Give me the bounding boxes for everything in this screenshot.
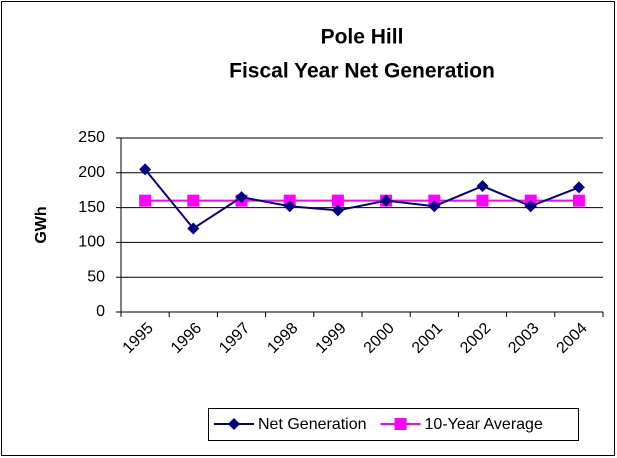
y-tick-label: 150 <box>78 199 105 216</box>
marker <box>380 194 393 207</box>
marker <box>187 222 200 235</box>
marker <box>476 180 489 193</box>
marker <box>139 163 152 176</box>
y-tick-label: 200 <box>78 164 105 181</box>
marker <box>394 418 407 430</box>
marker <box>572 194 585 207</box>
marker <box>235 191 248 204</box>
marker <box>572 181 585 194</box>
y-tick-label: 50 <box>87 268 105 285</box>
y-axis-label: GWh <box>33 206 50 243</box>
marker <box>139 194 152 207</box>
y-tick-label: 0 <box>96 303 105 320</box>
marker <box>331 204 344 217</box>
chart-subtitle: Fiscal Year Net Generation <box>229 60 495 83</box>
marker <box>187 194 200 207</box>
legend-label: 10-Year Average <box>425 416 543 433</box>
chart-title: Pole Hill <box>321 26 404 49</box>
marker <box>476 194 489 207</box>
marker <box>228 418 240 430</box>
marker <box>331 194 344 207</box>
y-tick-label: 100 <box>78 234 105 251</box>
y-tick-label: 250 <box>78 129 105 146</box>
legend: Net Generation 10-Year Average <box>208 408 579 441</box>
legend-label: Net Generation <box>258 416 367 433</box>
series-line <box>144 168 580 230</box>
marker <box>524 200 537 213</box>
marker <box>283 200 296 213</box>
marker <box>428 200 441 213</box>
